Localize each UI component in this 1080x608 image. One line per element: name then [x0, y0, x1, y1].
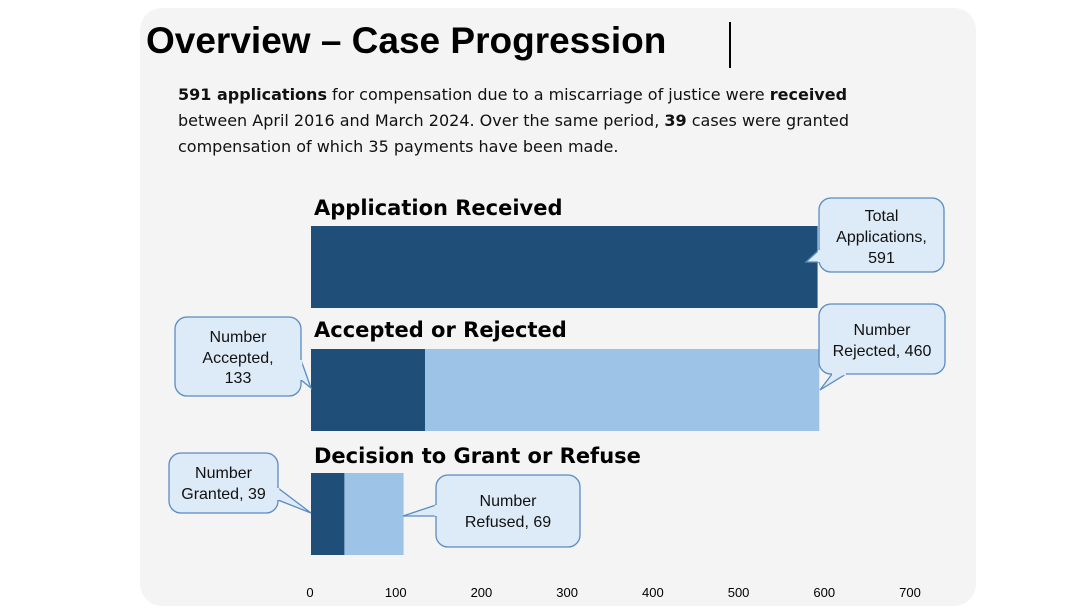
data-callout: Total Applications, 591 [804, 197, 945, 273]
group-title: Accepted or Rejected [314, 318, 567, 342]
bar-segment [311, 226, 818, 308]
data-label: Rejected, 460 [833, 343, 932, 360]
data-label: Total [865, 208, 899, 225]
data-label: Refused, 69 [465, 514, 551, 531]
bar-segment [311, 349, 425, 431]
x-tick-label: 200 [471, 585, 493, 600]
bar-segment [344, 473, 404, 555]
x-tick-label: 500 [728, 585, 750, 600]
data-label: Number [854, 322, 912, 339]
summary-part: between April 2016 and March 2024. Over … [178, 111, 665, 130]
summary-applications: 591 applications [178, 85, 327, 104]
bar-segment [311, 473, 345, 555]
x-tick-label: 700 [899, 585, 921, 600]
x-tick-label: 400 [642, 585, 664, 600]
x-tick-label: 0 [306, 585, 313, 600]
x-tick-label: 300 [556, 585, 578, 600]
data-label: 591 [868, 250, 895, 267]
summary-part: cases were granted compensation of which… [178, 111, 849, 156]
bar-segment [425, 349, 820, 431]
summary-granted: 39 [664, 111, 687, 130]
data-label: Number [210, 329, 268, 346]
data-label: 133 [225, 370, 252, 387]
group-title: Application Received [314, 196, 563, 220]
text-cursor [729, 22, 731, 68]
data-callout: Number Accepted, 133 [174, 316, 313, 397]
data-label: Number [195, 465, 253, 482]
data-callout: Number Granted, 39 [168, 452, 312, 514]
data-label: Granted, 39 [181, 486, 266, 503]
summary-part: for compensation due to a miscarriage of… [326, 85, 770, 104]
data-callout: Number Refused, 69 [402, 474, 581, 548]
data-label: Accepted, [202, 350, 273, 367]
data-label: Number [480, 493, 538, 510]
x-tick-label: 100 [385, 585, 407, 600]
page-title: Overview – Case Progression [146, 20, 667, 61]
summary-received: received [769, 85, 848, 104]
summary-text: 591 applications for compensation due to… [178, 82, 898, 160]
group-title: Decision to Grant or Refuse [314, 444, 641, 468]
x-tick-label: 600 [813, 585, 835, 600]
data-label: Applications, [836, 229, 927, 246]
data-callout: Number Rejected, 460 [818, 303, 946, 391]
